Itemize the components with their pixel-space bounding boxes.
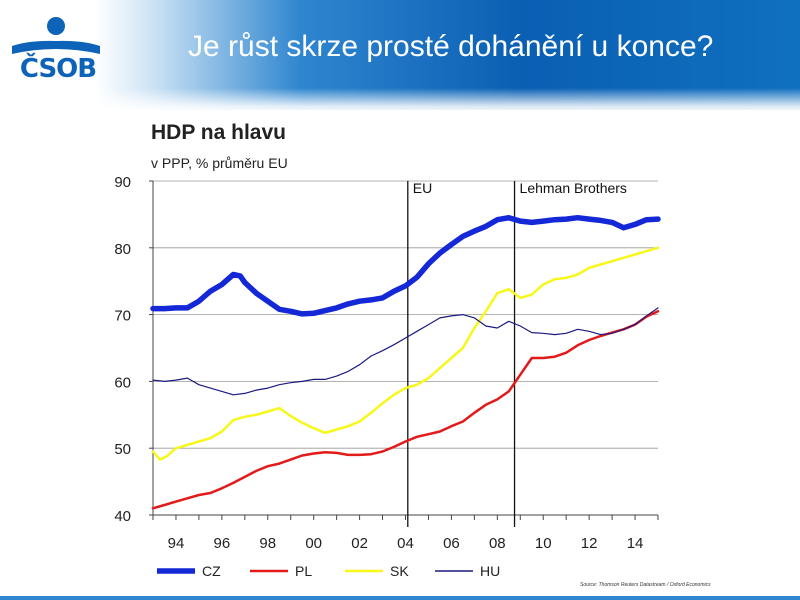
y-tick-label: 70 bbox=[114, 308, 131, 325]
series-layer bbox=[150, 214, 661, 510]
legend-label-sk: SK bbox=[390, 563, 409, 579]
annotation-label: Lehman Brothers bbox=[520, 180, 627, 196]
grid-layer bbox=[153, 180, 658, 449]
y-tick-label: 40 bbox=[114, 508, 131, 525]
legend-layer: CZ PL SK HU bbox=[157, 563, 500, 579]
y-tick-label: 80 bbox=[114, 241, 131, 258]
series-line-sk bbox=[151, 246, 660, 461]
y-tick-label: 50 bbox=[114, 441, 131, 458]
x-tick-label: 94 bbox=[168, 535, 185, 552]
logo-emblem-icon bbox=[12, 17, 100, 54]
legend-label-cz: CZ bbox=[202, 563, 221, 579]
x-tick-label: 00 bbox=[305, 535, 322, 552]
x-tick-label: 04 bbox=[397, 535, 414, 552]
chart-title: HDP na hlavu bbox=[151, 121, 286, 144]
x-tick-label: 98 bbox=[259, 535, 276, 552]
slide-title: Je růst skrze prosté dohánění u konce? bbox=[188, 30, 714, 63]
series-line-cz bbox=[150, 214, 661, 317]
chart-subtitle: v PPP, % průměru EU bbox=[151, 155, 288, 171]
bottom-rule bbox=[0, 596, 800, 600]
x-tick-label: 96 bbox=[214, 535, 231, 552]
header-fade bbox=[0, 88, 800, 114]
x-tick-label: 02 bbox=[351, 535, 368, 552]
csob-logo bbox=[0, 14, 110, 94]
legend-label-pl: PL bbox=[295, 563, 312, 579]
annotation-layer: EU Lehman Brothers bbox=[407, 180, 627, 527]
x-tick-label: 06 bbox=[443, 535, 460, 552]
logo-text: ČSOB bbox=[19, 54, 97, 84]
series-line-hu bbox=[152, 307, 659, 396]
axis-layer: 40 50 60 70 80 90 94 96 98 00 02 04 06 08 10 12 14 bbox=[114, 174, 659, 552]
x-tick-label: 10 bbox=[535, 535, 552, 552]
x-tick-label: 12 bbox=[581, 535, 598, 552]
y-tick-label: 90 bbox=[114, 174, 131, 191]
source-note: Source: Thomson Reuters Datastream / Oxf… bbox=[580, 582, 711, 588]
y-tick-label: 60 bbox=[114, 374, 131, 391]
series-line-pl bbox=[151, 310, 660, 510]
legend-label-hu: HU bbox=[480, 563, 500, 579]
annotation-label: EU bbox=[413, 180, 432, 196]
x-tick-label: 14 bbox=[627, 535, 644, 552]
x-tick-label: 08 bbox=[489, 535, 506, 552]
